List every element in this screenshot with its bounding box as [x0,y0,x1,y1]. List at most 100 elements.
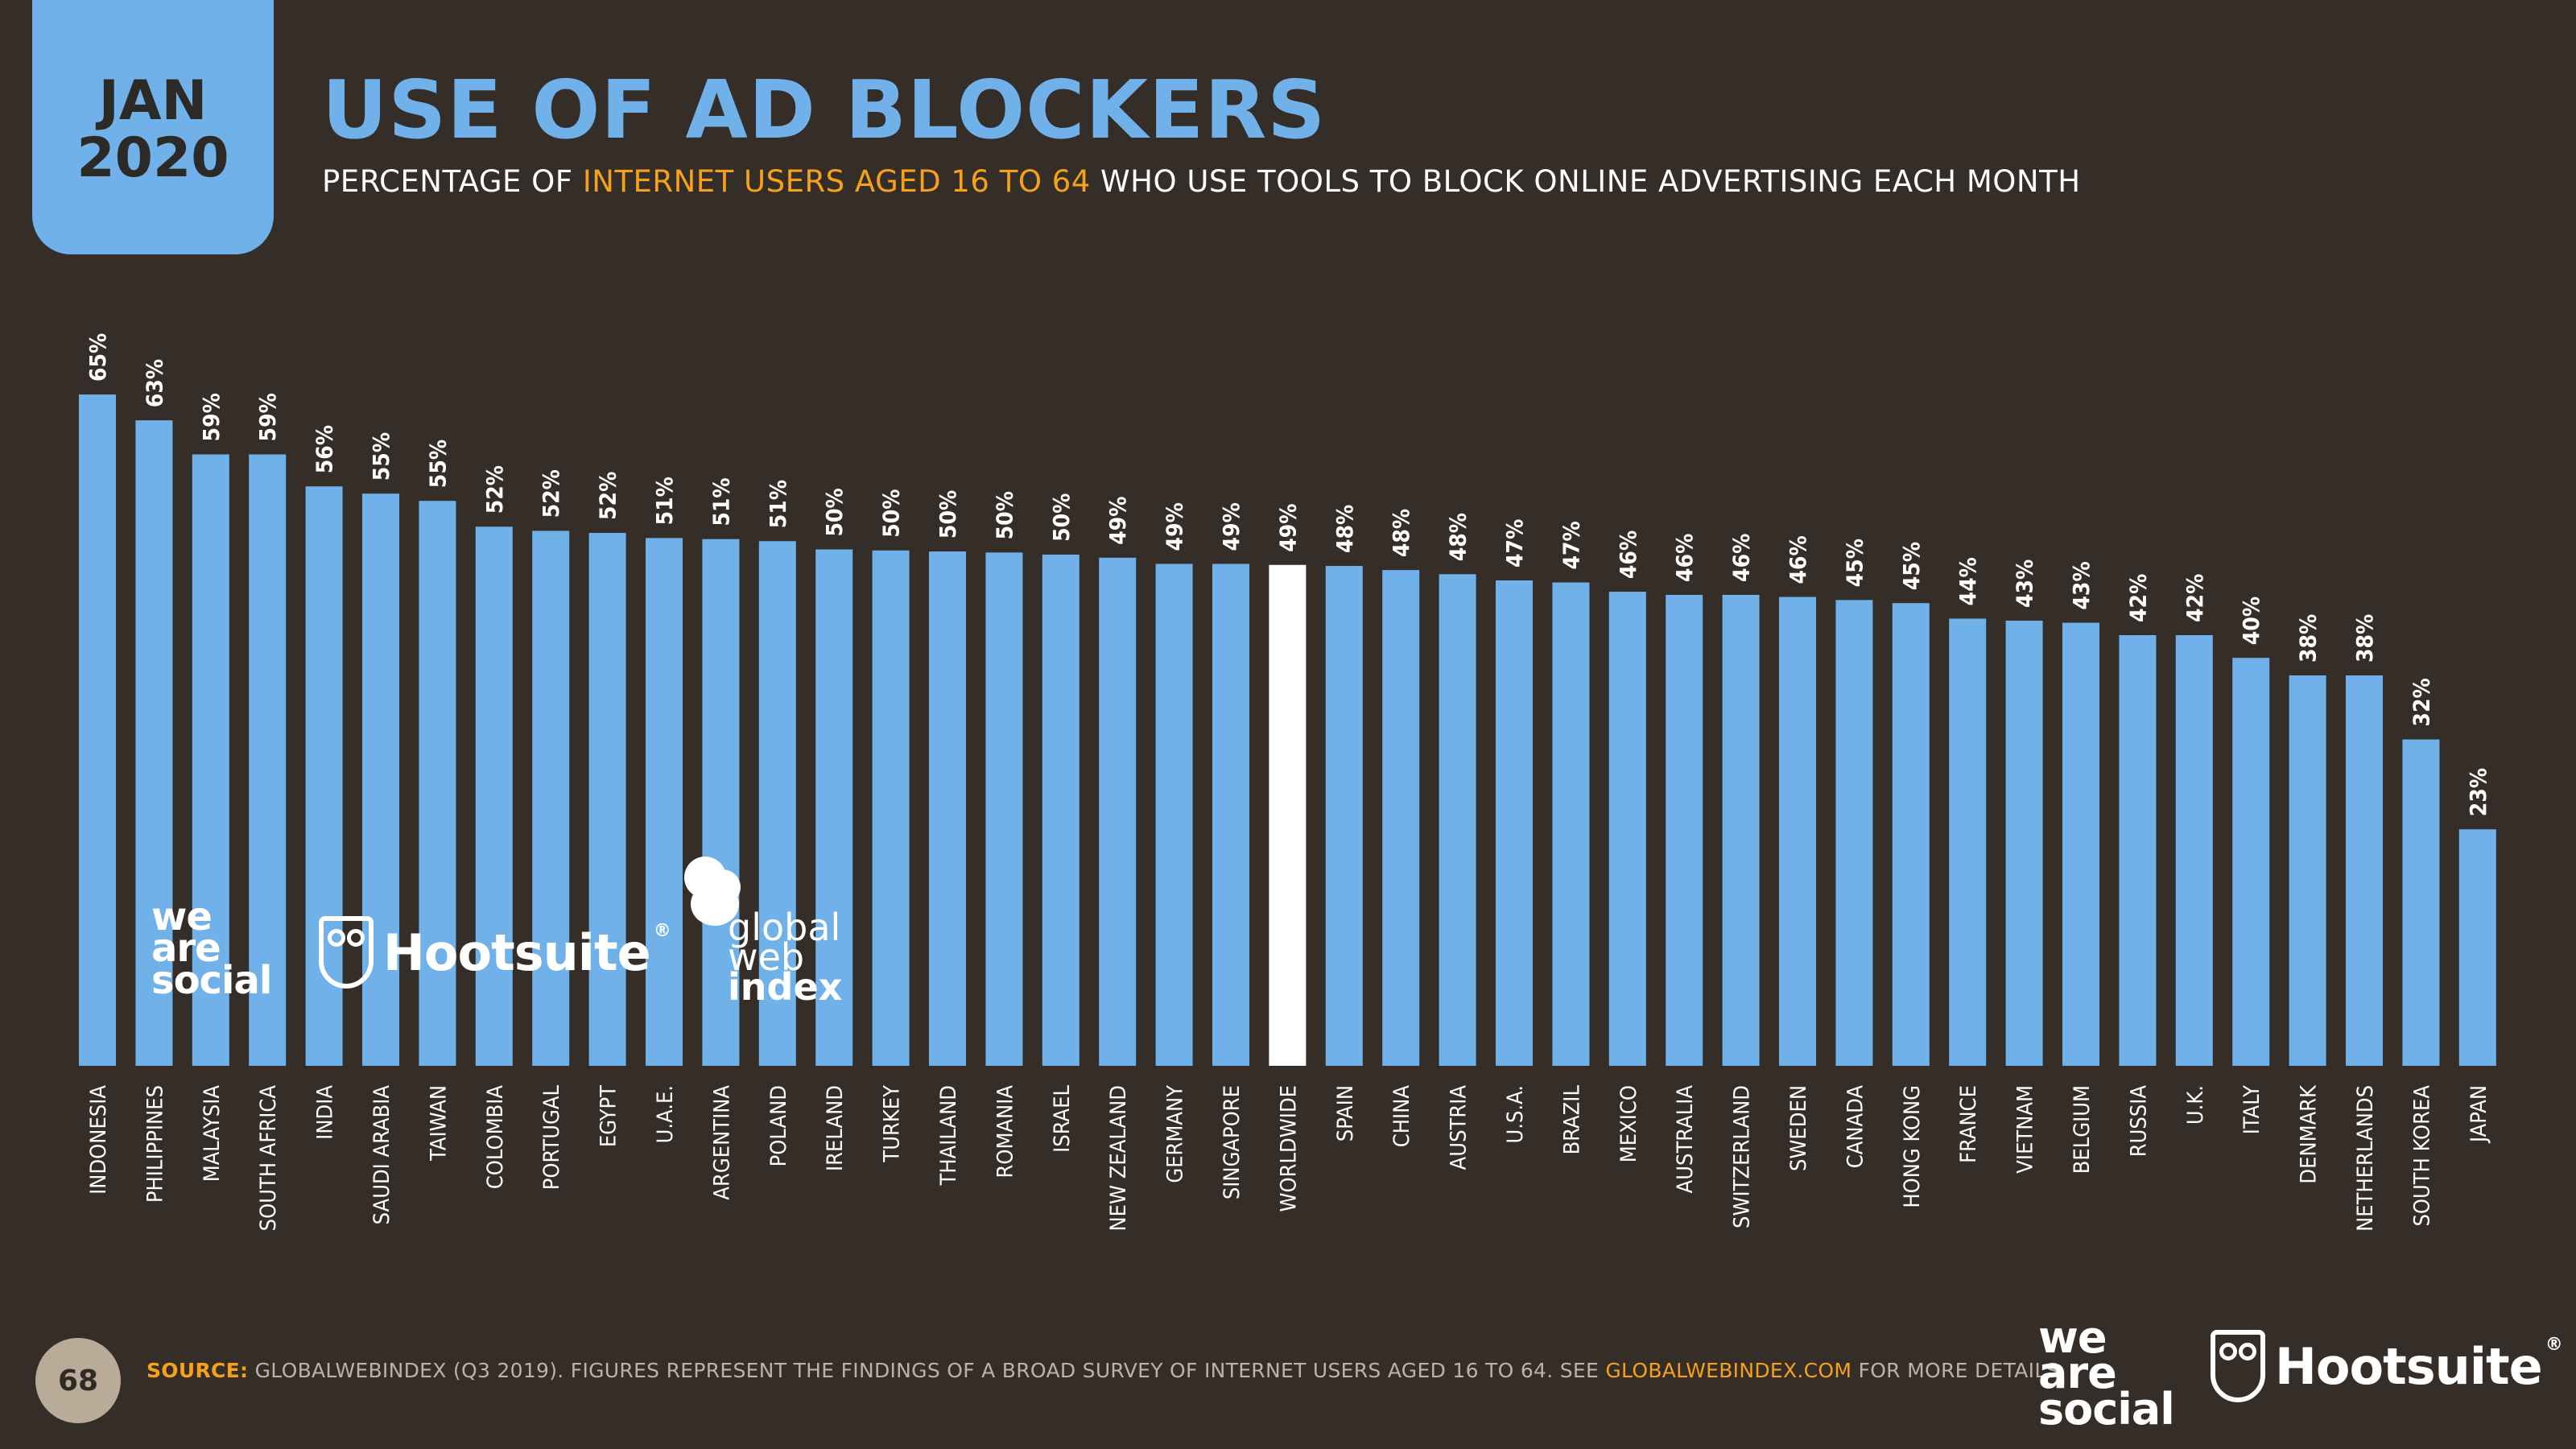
gwi-cloud-icon-part2 [704,869,741,905]
value-label-sweden: 46% [1785,535,1811,584]
value-label-netherlands: 38% [2351,614,2378,663]
date-badge: JAN 2020 [32,0,274,254]
bar-russia [2119,634,2157,1066]
category-label-worldwide: WORLDWIDE [1276,1085,1301,1212]
bar-u-s-a [1496,580,1533,1066]
page-number: 68 [35,1338,121,1423]
value-label-saudi-arabia: 55% [368,432,394,481]
value-label-russia: 42% [2124,574,2151,622]
value-label-romania: 50% [991,491,1018,539]
value-label-canada: 45% [1841,539,1868,587]
category-label-egypt: EGYPT [597,1085,621,1147]
value-label-italy: 40% [2238,597,2264,645]
bar-u-k [2175,634,2213,1066]
value-label-u-k: 42% [2182,574,2208,622]
value-label-egypt: 52% [595,472,621,520]
category-label-portugal: PORTUGAL [539,1085,564,1191]
category-label-south-korea: SOUTH KOREA [2409,1085,2434,1227]
bar-hong-kong [1892,603,1930,1066]
bar-sweden [1779,597,1816,1066]
value-label-france: 44% [1955,557,1981,605]
source-text: GLOBALWEBINDEX (Q3 2019). FIGURES REPRES… [248,1359,1606,1382]
footer-hootsuite-logo: Hootsuite ® [2211,1330,2563,1402]
value-label-colombia: 52% [481,465,508,514]
bar-germany [1155,564,1193,1066]
category-label-netherlands: NETHERLANDS [2353,1085,2378,1232]
source-link[interactable]: GLOBALWEBINDEX.COM [1605,1359,1852,1382]
bar-canada [1835,600,1873,1066]
source-label: SOURCE: [147,1359,249,1382]
footer-wearesocial-logo: we are social [2038,1315,2175,1430]
bar-singapore [1212,564,1249,1066]
date-month: JAN [98,68,208,133]
bar-colombia [475,526,513,1066]
bar-netherlands [2346,675,2383,1066]
gwi-web: web [728,935,805,979]
bar-turkey [872,550,910,1066]
value-label-australia: 46% [1671,534,1698,582]
category-label-brazil: BRAZIL [1559,1085,1584,1155]
bar-taiwan [419,501,456,1066]
page-subtitle: PERCENTAGE OF INTERNET USERS AGED 16 TO … [322,164,2081,199]
value-label-germany: 49% [1162,502,1188,551]
category-label-belgium: BELGIUM [2070,1085,2095,1174]
category-label-mexico: MEXICO [1616,1085,1641,1162]
wearesocial-logo: we are social [151,898,272,1000]
footer-hootsuite-wordmark: Hootsuite [2275,1336,2543,1396]
bar-egypt [588,532,626,1066]
source-note: SOURCE: GLOBALWEBINDEX (Q3 2019). FIGURE… [147,1359,2066,1382]
category-label-china: CHINA [1389,1085,1414,1148]
category-label-ireland: IRELAND [823,1085,848,1171]
bar-south-korea [2402,739,2440,1066]
value-label-new-zealand: 49% [1104,496,1131,544]
value-label-south-korea: 32% [2408,678,2434,726]
category-label-philippines: PHILIPPINES [142,1085,167,1203]
category-label-austria: AUSTRIA [1447,1085,1472,1170]
value-label-mexico: 46% [1615,530,1641,579]
category-label-sweden: SWEDEN [1786,1085,1811,1171]
value-label-austria: 48% [1445,513,1472,561]
category-label-russia: RUSSIA [2126,1085,2151,1158]
value-label-poland: 51% [765,480,791,528]
value-label-philippines: 63% [141,359,167,407]
category-label-indonesia: INDONESIA [86,1085,111,1195]
gwi-global: global [728,906,841,949]
category-label-south-africa: SOUTH AFRICA [256,1085,281,1232]
category-label-italy: ITALY [2240,1085,2264,1134]
value-label-portugal: 52% [538,469,564,518]
value-label-malaysia: 59% [198,393,225,441]
bar-chart: 65% INDONESIA 63% PHILIPPINES 59% MALAYSIA 59%… [79,333,2496,1232]
subtitle-pre: PERCENTAGE OF [322,164,583,199]
value-label-brazil: 47% [1558,521,1584,569]
bar-spain [1325,566,1363,1066]
bar-ireland [815,549,853,1066]
category-label-u-s-a: U.S.A. [1503,1085,1528,1143]
category-label-taiwan: TAIWAN [426,1085,451,1162]
value-label-hong-kong: 45% [1898,542,1925,590]
bar-japan [2458,829,2496,1066]
value-label-spain: 48% [1331,505,1358,553]
registered-mark: ® [653,921,671,941]
value-label-israel: 50% [1048,493,1075,542]
value-label-singapore: 49% [1218,502,1245,551]
category-label-germany: GERMANY [1163,1085,1188,1183]
value-label-vietnam: 43% [2012,559,2038,608]
category-label-u-a-e: U.A.E. [653,1085,678,1143]
bar-austria [1439,574,1476,1066]
category-label-malaysia: MALAYSIA [200,1085,225,1183]
value-label-u-s-a: 47% [1501,519,1528,568]
category-label-japan: JAPAN [2467,1085,2491,1144]
date-year: 2020 [76,126,229,190]
bar-u-a-e [646,538,683,1066]
gwi-index: index [728,964,843,1009]
category-label-u-k: U.K. [2183,1085,2208,1125]
category-label-singapore: SINGAPORE [1220,1085,1245,1199]
category-label-switzerland: SWITZERLAND [1730,1085,1755,1228]
bar-italy [2232,658,2270,1066]
footer-registered-mark: ® [2545,1335,2563,1355]
value-label-thailand: 50% [935,490,961,539]
category-label-canada: CANADA [1843,1085,1868,1169]
bar-romania [985,552,1023,1066]
bar-australia [1666,594,1703,1066]
value-label-worldwide: 49% [1274,503,1301,551]
